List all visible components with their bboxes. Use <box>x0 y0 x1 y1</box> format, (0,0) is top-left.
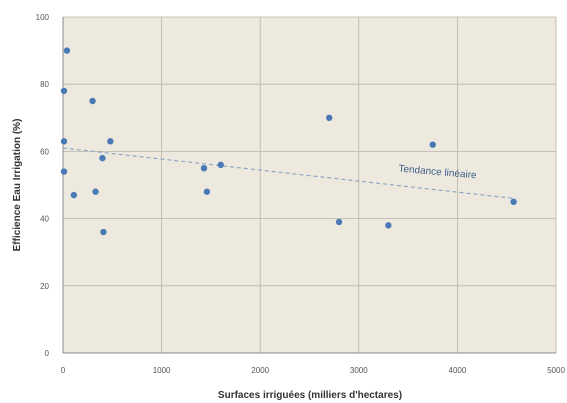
y-axis-title: Efficience Eau Irrigation (%) <box>12 119 23 252</box>
x-tick-label: 5000 <box>547 366 565 375</box>
y-tick-label: 80 <box>40 80 49 89</box>
data-point <box>429 141 436 148</box>
data-point <box>92 188 99 195</box>
data-point <box>107 138 114 145</box>
data-point <box>70 191 78 199</box>
x-axis-title: Surfaces irriguées (milliers d'hectares) <box>218 390 402 401</box>
y-tick-label: 0 <box>45 349 50 358</box>
x-tick-label: 0 <box>61 366 66 375</box>
data-point <box>89 97 96 105</box>
data-point <box>99 154 106 162</box>
y-tick-label: 40 <box>40 215 49 224</box>
data-point <box>335 218 343 226</box>
y-tick-label: 100 <box>36 13 50 22</box>
gridlines <box>62 16 557 354</box>
x-tick-label: 1000 <box>153 366 171 375</box>
data-point <box>385 222 392 229</box>
x-tick-label: 3000 <box>350 366 368 375</box>
axes <box>62 17 556 354</box>
data-point <box>203 188 211 195</box>
y-tick-label: 60 <box>40 147 49 156</box>
y-tick-label: 20 <box>40 282 49 291</box>
data-point <box>510 198 517 205</box>
data-point <box>60 168 68 175</box>
x-tick-label: 2000 <box>251 366 269 375</box>
data-point <box>100 228 107 236</box>
trendline <box>62 147 514 200</box>
data-point <box>63 47 71 54</box>
data-point <box>60 87 68 95</box>
x-tick-label: 4000 <box>449 366 467 375</box>
data-point <box>60 138 68 145</box>
plot-background <box>63 17 556 353</box>
data-points <box>60 47 517 236</box>
data-point <box>217 161 224 169</box>
data-point <box>200 165 208 172</box>
data-point <box>326 114 333 122</box>
